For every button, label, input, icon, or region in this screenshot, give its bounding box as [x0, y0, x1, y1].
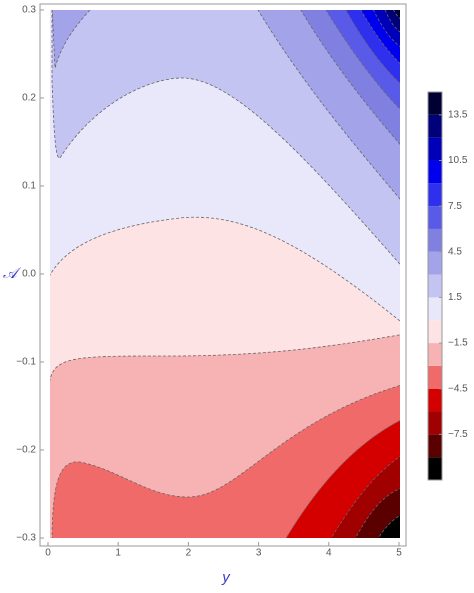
- plot-frame: [39, 3, 407, 547]
- colorbar-band: [428, 92, 442, 115]
- colorbar-band: [428, 343, 442, 366]
- colorbar-tick-label: 13.5: [448, 109, 468, 120]
- contour-region: [377, 515, 400, 538]
- colorbar-band: [428, 365, 442, 389]
- colorbar-band: [428, 160, 442, 184]
- colorbar-tick-label: −7.5: [448, 429, 468, 440]
- contour-region: [393, 10, 400, 20]
- y-tick-label: 0.0: [22, 269, 36, 280]
- contour-region: [384, 10, 400, 33]
- y-tick-label: 0.2: [22, 93, 36, 104]
- x-axis-label: y: [221, 569, 231, 586]
- colorbar-band: [428, 457, 442, 480]
- y-tick-label: 0.1: [22, 181, 36, 192]
- colorbar-tick-label: 1.5: [448, 292, 462, 303]
- colorbar-band: [428, 228, 442, 252]
- y-tick-label: −0.3: [16, 533, 36, 544]
- colorbar-tick-label: 10.5: [448, 155, 468, 166]
- colorbar-band: [428, 206, 442, 229]
- colorbar-band: [428, 114, 442, 138]
- colorbar-band: [428, 411, 442, 435]
- colorbar-tick-label: 7.5: [448, 201, 462, 212]
- x-tick-label: 5: [396, 548, 402, 559]
- colorbar-band: [428, 320, 442, 344]
- colorbar-band: [428, 251, 442, 275]
- colorbar-tick-label: −4.5: [448, 383, 468, 394]
- y-tick-label: −0.1: [16, 357, 36, 368]
- contour-region: [51, 10, 91, 69]
- colorbar-tick-label: 4.5: [448, 246, 462, 257]
- x-tick-label: 4: [326, 548, 332, 559]
- colorbar-frame: [427, 91, 443, 481]
- colorbar-band: [428, 388, 442, 412]
- x-tick-label: 3: [256, 548, 262, 559]
- y-axis-label: 𝒜: [3, 265, 22, 282]
- y-tick-label: 0.3: [22, 5, 36, 16]
- colorbar-band: [428, 274, 442, 298]
- contour-plot: [50, 10, 400, 538]
- y-tick-label: −0.2: [16, 445, 36, 456]
- x-tick-label: 1: [115, 548, 121, 559]
- colorbar-tick-label: −1.5: [448, 338, 468, 349]
- colorbar-band: [428, 137, 442, 161]
- colorbar-band: [428, 183, 442, 207]
- colorbar-band: [428, 434, 442, 458]
- x-tick-label: 2: [186, 548, 192, 559]
- colorbar-band: [428, 297, 442, 321]
- x-tick-label: 0: [45, 548, 51, 559]
